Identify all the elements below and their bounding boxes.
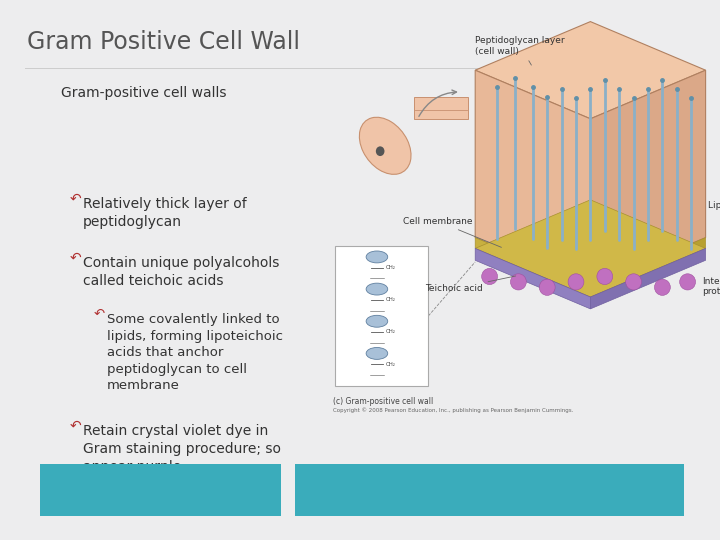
Polygon shape — [590, 248, 706, 309]
Text: Teichoic acid: Teichoic acid — [425, 276, 516, 293]
Text: Peptidoglycan layer
(cell wall): Peptidoglycan layer (cell wall) — [475, 36, 564, 65]
Text: Gram-positive cell walls: Gram-positive cell walls — [61, 86, 227, 100]
Text: ↶: ↶ — [70, 251, 81, 265]
Ellipse shape — [680, 274, 696, 290]
Ellipse shape — [597, 268, 613, 285]
Polygon shape — [475, 70, 590, 286]
FancyArrowPatch shape — [419, 90, 456, 116]
Ellipse shape — [366, 347, 388, 359]
Text: ↶: ↶ — [70, 418, 81, 433]
Ellipse shape — [654, 279, 670, 295]
Ellipse shape — [539, 279, 555, 295]
Bar — [295, 464, 684, 516]
Ellipse shape — [366, 315, 388, 327]
Text: (c) Gram-positive cell wall: (c) Gram-positive cell wall — [333, 397, 433, 406]
Text: CH₂: CH₂ — [386, 298, 395, 302]
Bar — [335, 246, 428, 386]
Polygon shape — [475, 22, 706, 119]
Text: Some covalently linked to
lipids, forming lipoteichoic
acids that anchor
peptido: Some covalently linked to lipids, formin… — [107, 313, 282, 392]
Text: Contain unique polyalcohols
called teichoic acids: Contain unique polyalcohols called teich… — [83, 256, 279, 288]
FancyBboxPatch shape — [414, 97, 468, 119]
Ellipse shape — [366, 251, 388, 263]
Polygon shape — [475, 248, 590, 309]
Ellipse shape — [366, 283, 388, 295]
Ellipse shape — [482, 268, 498, 285]
Polygon shape — [475, 238, 590, 297]
Ellipse shape — [510, 274, 526, 290]
Polygon shape — [590, 238, 706, 297]
Ellipse shape — [568, 274, 584, 290]
Polygon shape — [475, 200, 706, 297]
Text: CH₂: CH₂ — [386, 329, 395, 334]
Text: ↶: ↶ — [70, 192, 81, 206]
Ellipse shape — [359, 117, 411, 174]
Text: Cell membrane: Cell membrane — [403, 217, 501, 247]
Bar — [40, 464, 281, 516]
Polygon shape — [590, 70, 706, 286]
Text: CH₂: CH₂ — [386, 362, 395, 367]
Text: Relatively thick layer of
peptidoglycan: Relatively thick layer of peptidoglycan — [83, 197, 246, 229]
Bar — [295, 464, 684, 516]
Text: Copyright © 2008 Pearson Education, Inc., publishing as Pearson Benjamin Cumming: Copyright © 2008 Pearson Education, Inc.… — [333, 408, 573, 413]
Text: Lipoteichoic acid: Lipoteichoic acid — [708, 201, 720, 210]
Text: CH₂: CH₂ — [386, 265, 395, 270]
Text: Retain crystal violet dye in
Gram staining procedure; so
appear purple: Retain crystal violet dye in Gram staini… — [83, 424, 281, 474]
Text: Gram Positive Cell Wall: Gram Positive Cell Wall — [27, 30, 300, 53]
Bar — [40, 464, 281, 516]
Ellipse shape — [376, 146, 384, 156]
Text: ↶: ↶ — [94, 308, 104, 321]
Text: Integral
protein: Integral protein — [702, 276, 720, 296]
Ellipse shape — [626, 274, 642, 290]
